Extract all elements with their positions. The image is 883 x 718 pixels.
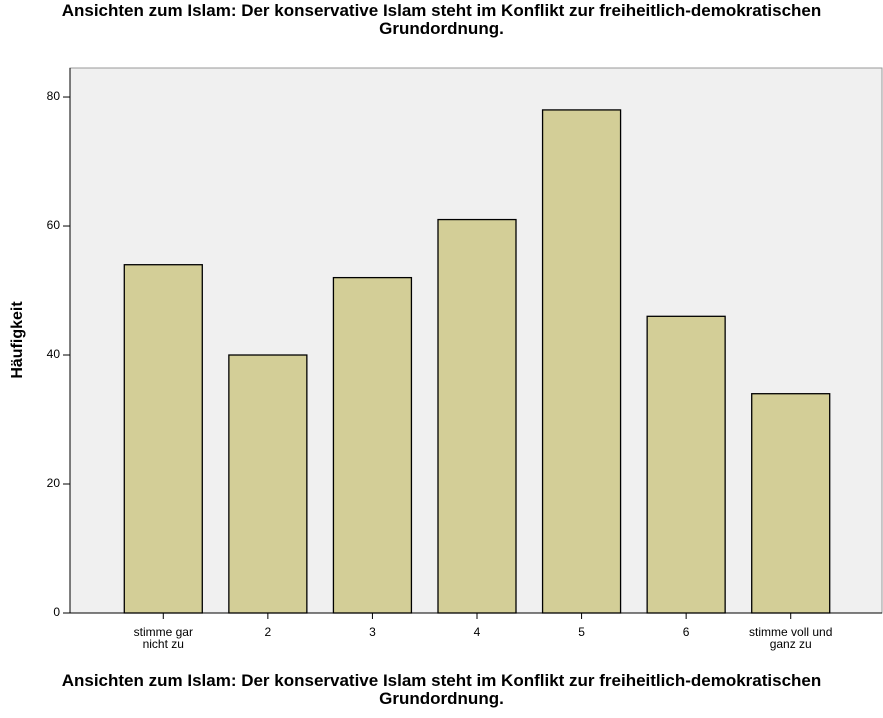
y-tick-label: 0 bbox=[53, 605, 60, 619]
x-tick-label: 3 bbox=[369, 625, 376, 639]
y-tick-label: 80 bbox=[47, 89, 61, 103]
bar bbox=[751, 393, 831, 614]
y-tick-label: 40 bbox=[47, 347, 61, 361]
x-tick-label: 5 bbox=[578, 625, 585, 639]
y-tick-label: 20 bbox=[47, 476, 61, 490]
bar bbox=[541, 109, 622, 614]
y-tick-label: 60 bbox=[47, 218, 61, 232]
x-tick-label: 6 bbox=[682, 625, 690, 639]
x-axis-label: Ansichten zum Islam: Der konservative Is… bbox=[61, 671, 822, 708]
chart-title: Ansichten zum Islam: Der konservative Is… bbox=[61, 1, 822, 38]
x-tick-label: 4 bbox=[473, 625, 481, 639]
x-tick-label: stimme voll und ganz zu bbox=[749, 625, 833, 651]
bar bbox=[228, 354, 308, 614]
x-tick-label: 2 bbox=[264, 625, 272, 639]
bar bbox=[646, 315, 726, 614]
bar bbox=[332, 276, 413, 614]
bar bbox=[437, 218, 517, 614]
x-tick-label: stimme gar nicht zu bbox=[133, 625, 193, 651]
y-axis-label: Häufigkeit bbox=[9, 301, 26, 379]
bar bbox=[123, 264, 203, 614]
